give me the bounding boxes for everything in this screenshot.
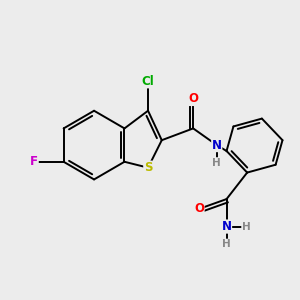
Text: O: O [194,202,204,215]
Text: H: H [212,158,221,168]
Text: O: O [188,92,198,106]
Text: F: F [30,155,38,168]
Text: N: N [222,220,232,233]
Text: N: N [212,139,222,152]
Text: H: H [242,222,250,232]
Text: Cl: Cl [142,75,154,88]
Text: S: S [144,161,152,174]
Text: H: H [222,239,231,249]
